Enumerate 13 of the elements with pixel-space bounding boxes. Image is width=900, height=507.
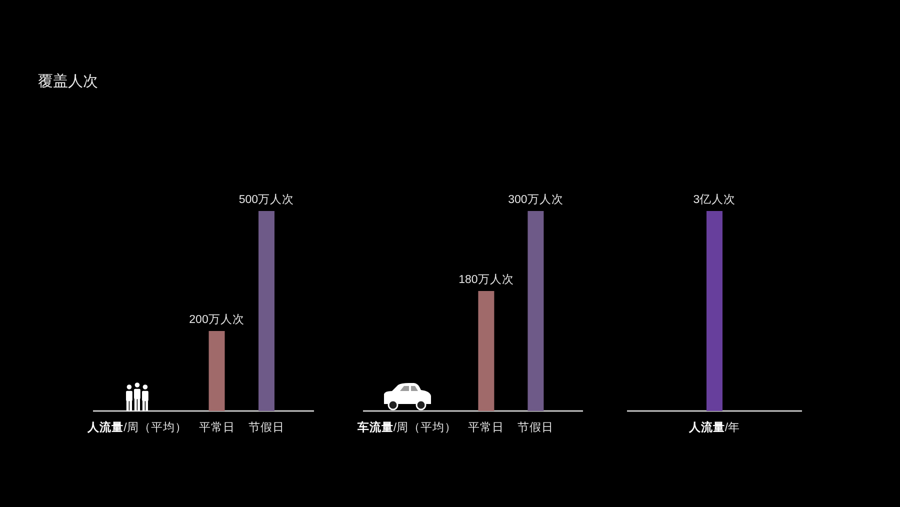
x-tick-label: 节假日 [518, 421, 554, 434]
data-label: 180万人次 [458, 273, 514, 286]
data-label: 300万人次 [508, 193, 564, 206]
data-label: 200万人次 [189, 313, 244, 326]
x-tick-label: 车流量/周（平均） [356, 420, 457, 434]
x-tick-label: 节假日 [248, 421, 284, 434]
chart-title: 覆盖人次 [38, 73, 98, 90]
data-label: 3亿人次 [693, 193, 736, 206]
x-tick-label: 平常日 [198, 421, 235, 434]
x-tick-label: 人流量/年 [688, 420, 740, 434]
data-label: 500万人次 [238, 193, 294, 206]
x-tick-label: 人流量/周（平均） [86, 420, 187, 434]
x-tick-label: 平常日 [468, 421, 504, 434]
